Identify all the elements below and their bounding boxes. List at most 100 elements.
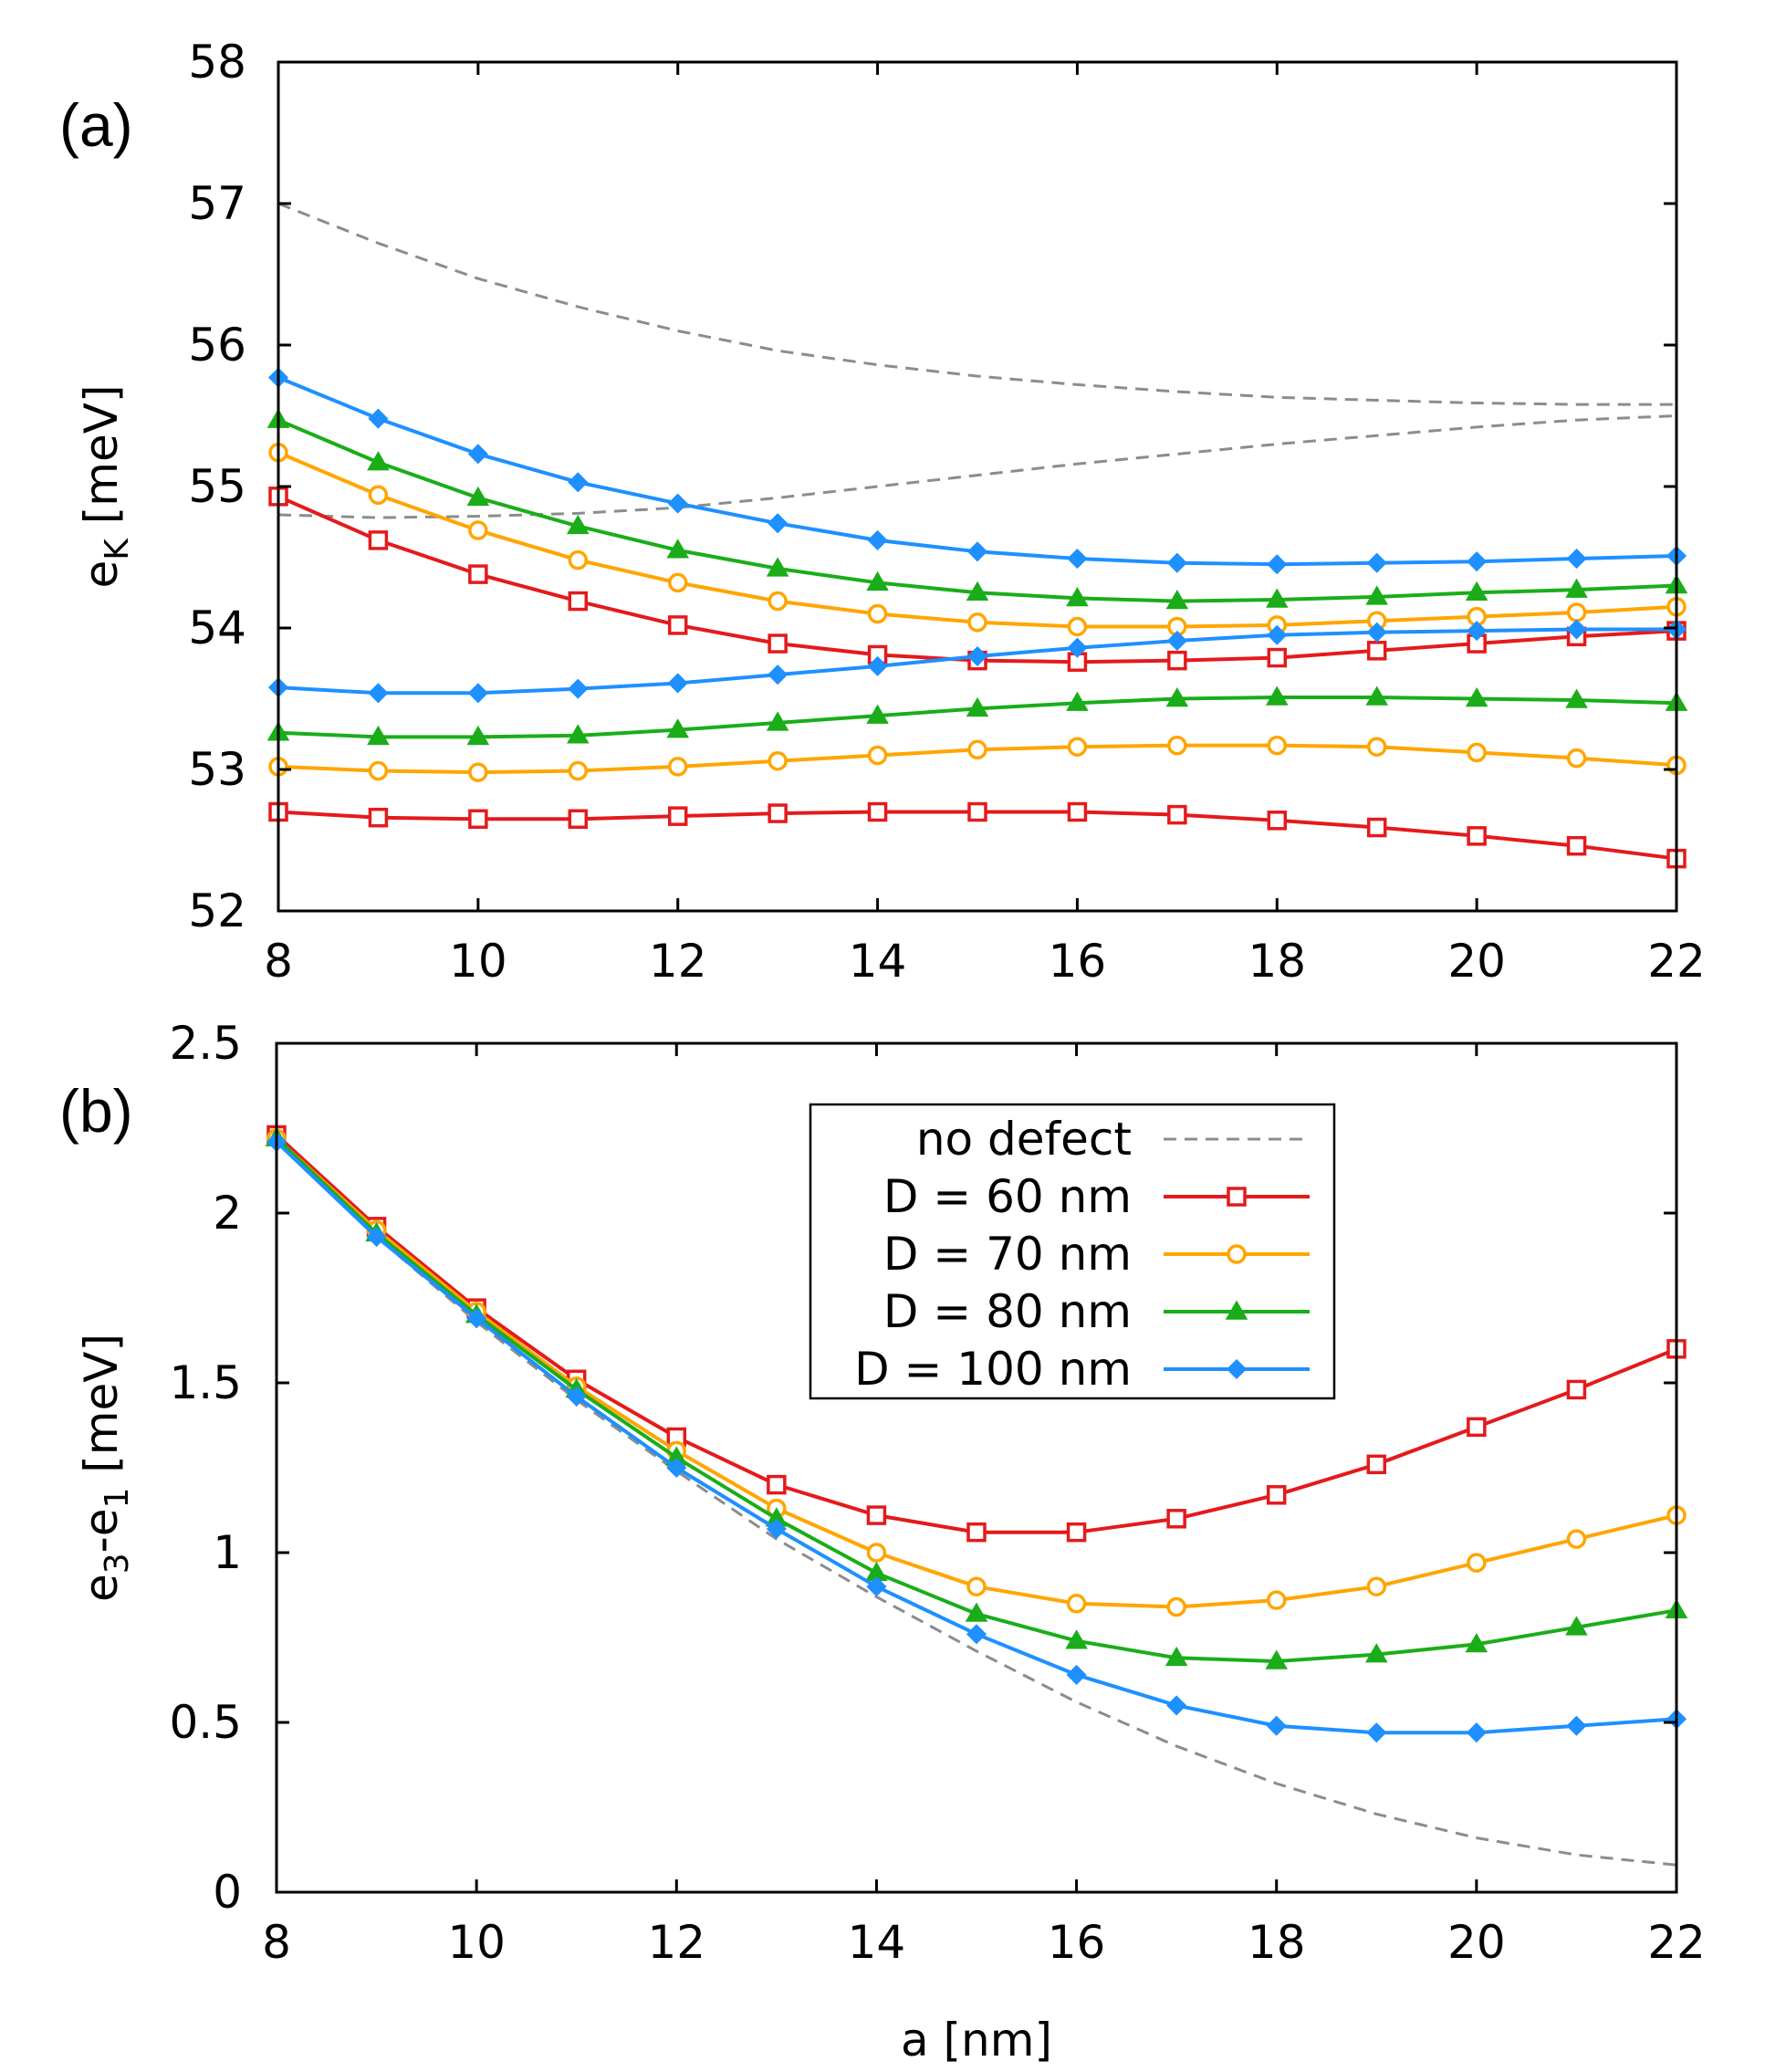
panel-a-data-point	[666, 718, 690, 738]
panel-a-x-tick-label: 18	[1248, 935, 1306, 988]
panel-b-plot-area	[265, 1125, 1688, 1867]
legend-item-d-80-nm: D = 80 nm	[883, 1285, 1310, 1338]
panel-a-data-point	[568, 760, 589, 781]
panel-a-data-point	[1265, 685, 1289, 706]
panel-a-data-point	[1267, 735, 1288, 756]
panel-b-y-axis-label-e3: e	[75, 1574, 128, 1602]
panel-b-data-point	[965, 1602, 988, 1622]
legend-marker-sample	[1226, 1358, 1248, 1380]
panel-b-data-point	[1066, 1594, 1087, 1614]
panel-a-data-point	[368, 485, 389, 506]
panel-a-x-tick-label: 16	[1049, 935, 1107, 988]
panel-a-series-no-defect-upper	[277, 202, 1676, 406]
panel-a-data-point	[1566, 602, 1587, 623]
panel-b-data-point	[1566, 1715, 1587, 1736]
panel-a-data-point	[1566, 835, 1587, 856]
panel-a-data-point	[1467, 826, 1487, 846]
panel-a-y-tick-label: 55	[188, 460, 246, 513]
panel-b-x-tick-label: 10	[447, 1916, 506, 1969]
panel-a-data-point	[1066, 586, 1089, 607]
panel-b-x-tick-label: 18	[1248, 1916, 1306, 1969]
panel-b-data-point	[866, 1505, 887, 1525]
panel-a-data-point	[1366, 737, 1387, 757]
panel-a-data-point	[1565, 578, 1588, 598]
panel-b-data-point	[1366, 1454, 1387, 1475]
panel-b-data-point	[966, 1522, 987, 1543]
panel-b-y-tick-label: 0	[213, 1866, 242, 1919]
panel-a-data-point	[667, 615, 688, 635]
panel-b-data-point	[1366, 1576, 1387, 1596]
panel-a-data-point	[1167, 804, 1187, 825]
panel-a-data-point	[966, 645, 988, 667]
panel-b-data-point	[666, 1457, 687, 1479]
panel-a-data-point	[768, 803, 788, 823]
panel-a-x-tick-label: 20	[1447, 935, 1506, 988]
panel-b-data-point	[1466, 1722, 1487, 1743]
panel-a-series-d-80-nm-lower	[266, 685, 1688, 746]
panel-a-data-point	[368, 530, 389, 550]
panel-a-data-point	[1566, 548, 1587, 570]
panel-b-data-point	[1467, 1553, 1487, 1573]
panel-a-data-point	[568, 678, 589, 699]
panel-b-y-ticks: 0 0.5 1 1.5 2 2.5	[169, 1017, 1676, 1919]
panel-b-data-point	[966, 1624, 987, 1645]
panel-a-data-point	[1465, 581, 1488, 601]
panel-b-data-point	[1164, 1646, 1188, 1667]
panel-a-data-point	[566, 514, 590, 535]
panel-a-data-point	[667, 757, 688, 777]
panel-a-data-point	[1365, 685, 1389, 706]
panel-a-data-point	[768, 513, 789, 534]
panel-a-data-point	[768, 750, 788, 771]
panel-a-data-point	[368, 807, 389, 828]
panel-a-data-point	[666, 539, 690, 559]
panel-b-y-tick-label: 2.5	[169, 1017, 242, 1070]
panel-b-y-tick-label: 2	[213, 1187, 242, 1240]
panel-b-x-tick-label: 20	[1447, 1916, 1506, 1969]
panel-b-y-axis-label-sub3: 3	[99, 1553, 136, 1574]
legend-label: D = 100 nm	[854, 1343, 1132, 1396]
panel-a-data-point	[867, 655, 888, 676]
panel-a-data-point	[568, 472, 589, 493]
panel-a-y-tick-label: 57	[188, 177, 246, 230]
panel-b-x-tick-label: 14	[848, 1916, 906, 1969]
panel-a-y-ticks: 52 53 54 55 56 57 58	[188, 36, 1676, 937]
panel-a-data-point	[867, 603, 888, 624]
panel-a-data-point	[1165, 590, 1189, 610]
panel-a-data-point	[1267, 624, 1288, 645]
panel-b-x-tick-label: 12	[647, 1916, 705, 1969]
panel-a-data-point	[768, 591, 788, 612]
panel-a-data-point	[667, 572, 688, 593]
panel-b-data-point	[366, 1226, 387, 1248]
panel-b-label: (b)	[59, 1077, 133, 1145]
panel-a-x-tick-label: 14	[849, 935, 907, 988]
legend-marker-sample	[1225, 1300, 1248, 1320]
panel-b-data-point	[1066, 1664, 1087, 1685]
panel-a-data-point	[466, 725, 490, 746]
panel-b-data-point	[1364, 1643, 1388, 1663]
legend-label: no defect	[916, 1113, 1132, 1166]
panel-b-data-point	[466, 1308, 487, 1329]
legend-label: D = 80 nm	[883, 1285, 1132, 1338]
panel-b-data-point	[866, 1543, 887, 1563]
panel-a-data-point	[568, 809, 589, 829]
panel-a-data-point	[1167, 650, 1187, 671]
panel-a: (a) 8 10 12 14 16 18 20 22 52 53 54 55 56 57 58 eK [m…	[59, 36, 1706, 988]
panel-a-data-point	[966, 696, 989, 717]
legend-item-d-100-nm: D = 100 nm	[854, 1343, 1310, 1396]
panel-a-data-point	[1366, 552, 1387, 573]
panel-a-data-point	[1467, 621, 1488, 642]
legend-item-d-60-nm: D = 60 nm	[883, 1170, 1310, 1223]
panel-a-data-point	[768, 665, 789, 685]
panel-a-y-tick-label: 56	[188, 319, 246, 371]
panel-a-y-tick-label: 54	[188, 602, 246, 654]
panel-a-data-point	[467, 444, 488, 465]
panel-a-series-d-80-nm-upper	[266, 408, 1688, 610]
panel-a-series-line	[277, 202, 1676, 406]
panel-a-data-point	[667, 493, 688, 514]
panel-b-x-axis-label: a [nm]	[901, 2014, 1052, 2067]
panel-a-data-point	[368, 760, 389, 781]
panel-a-data-point	[967, 801, 987, 822]
panel-a-y-tick-label: 58	[188, 36, 246, 89]
panel-a-y-tick-label: 53	[188, 743, 246, 796]
legend-marker-sample	[1227, 1244, 1247, 1264]
